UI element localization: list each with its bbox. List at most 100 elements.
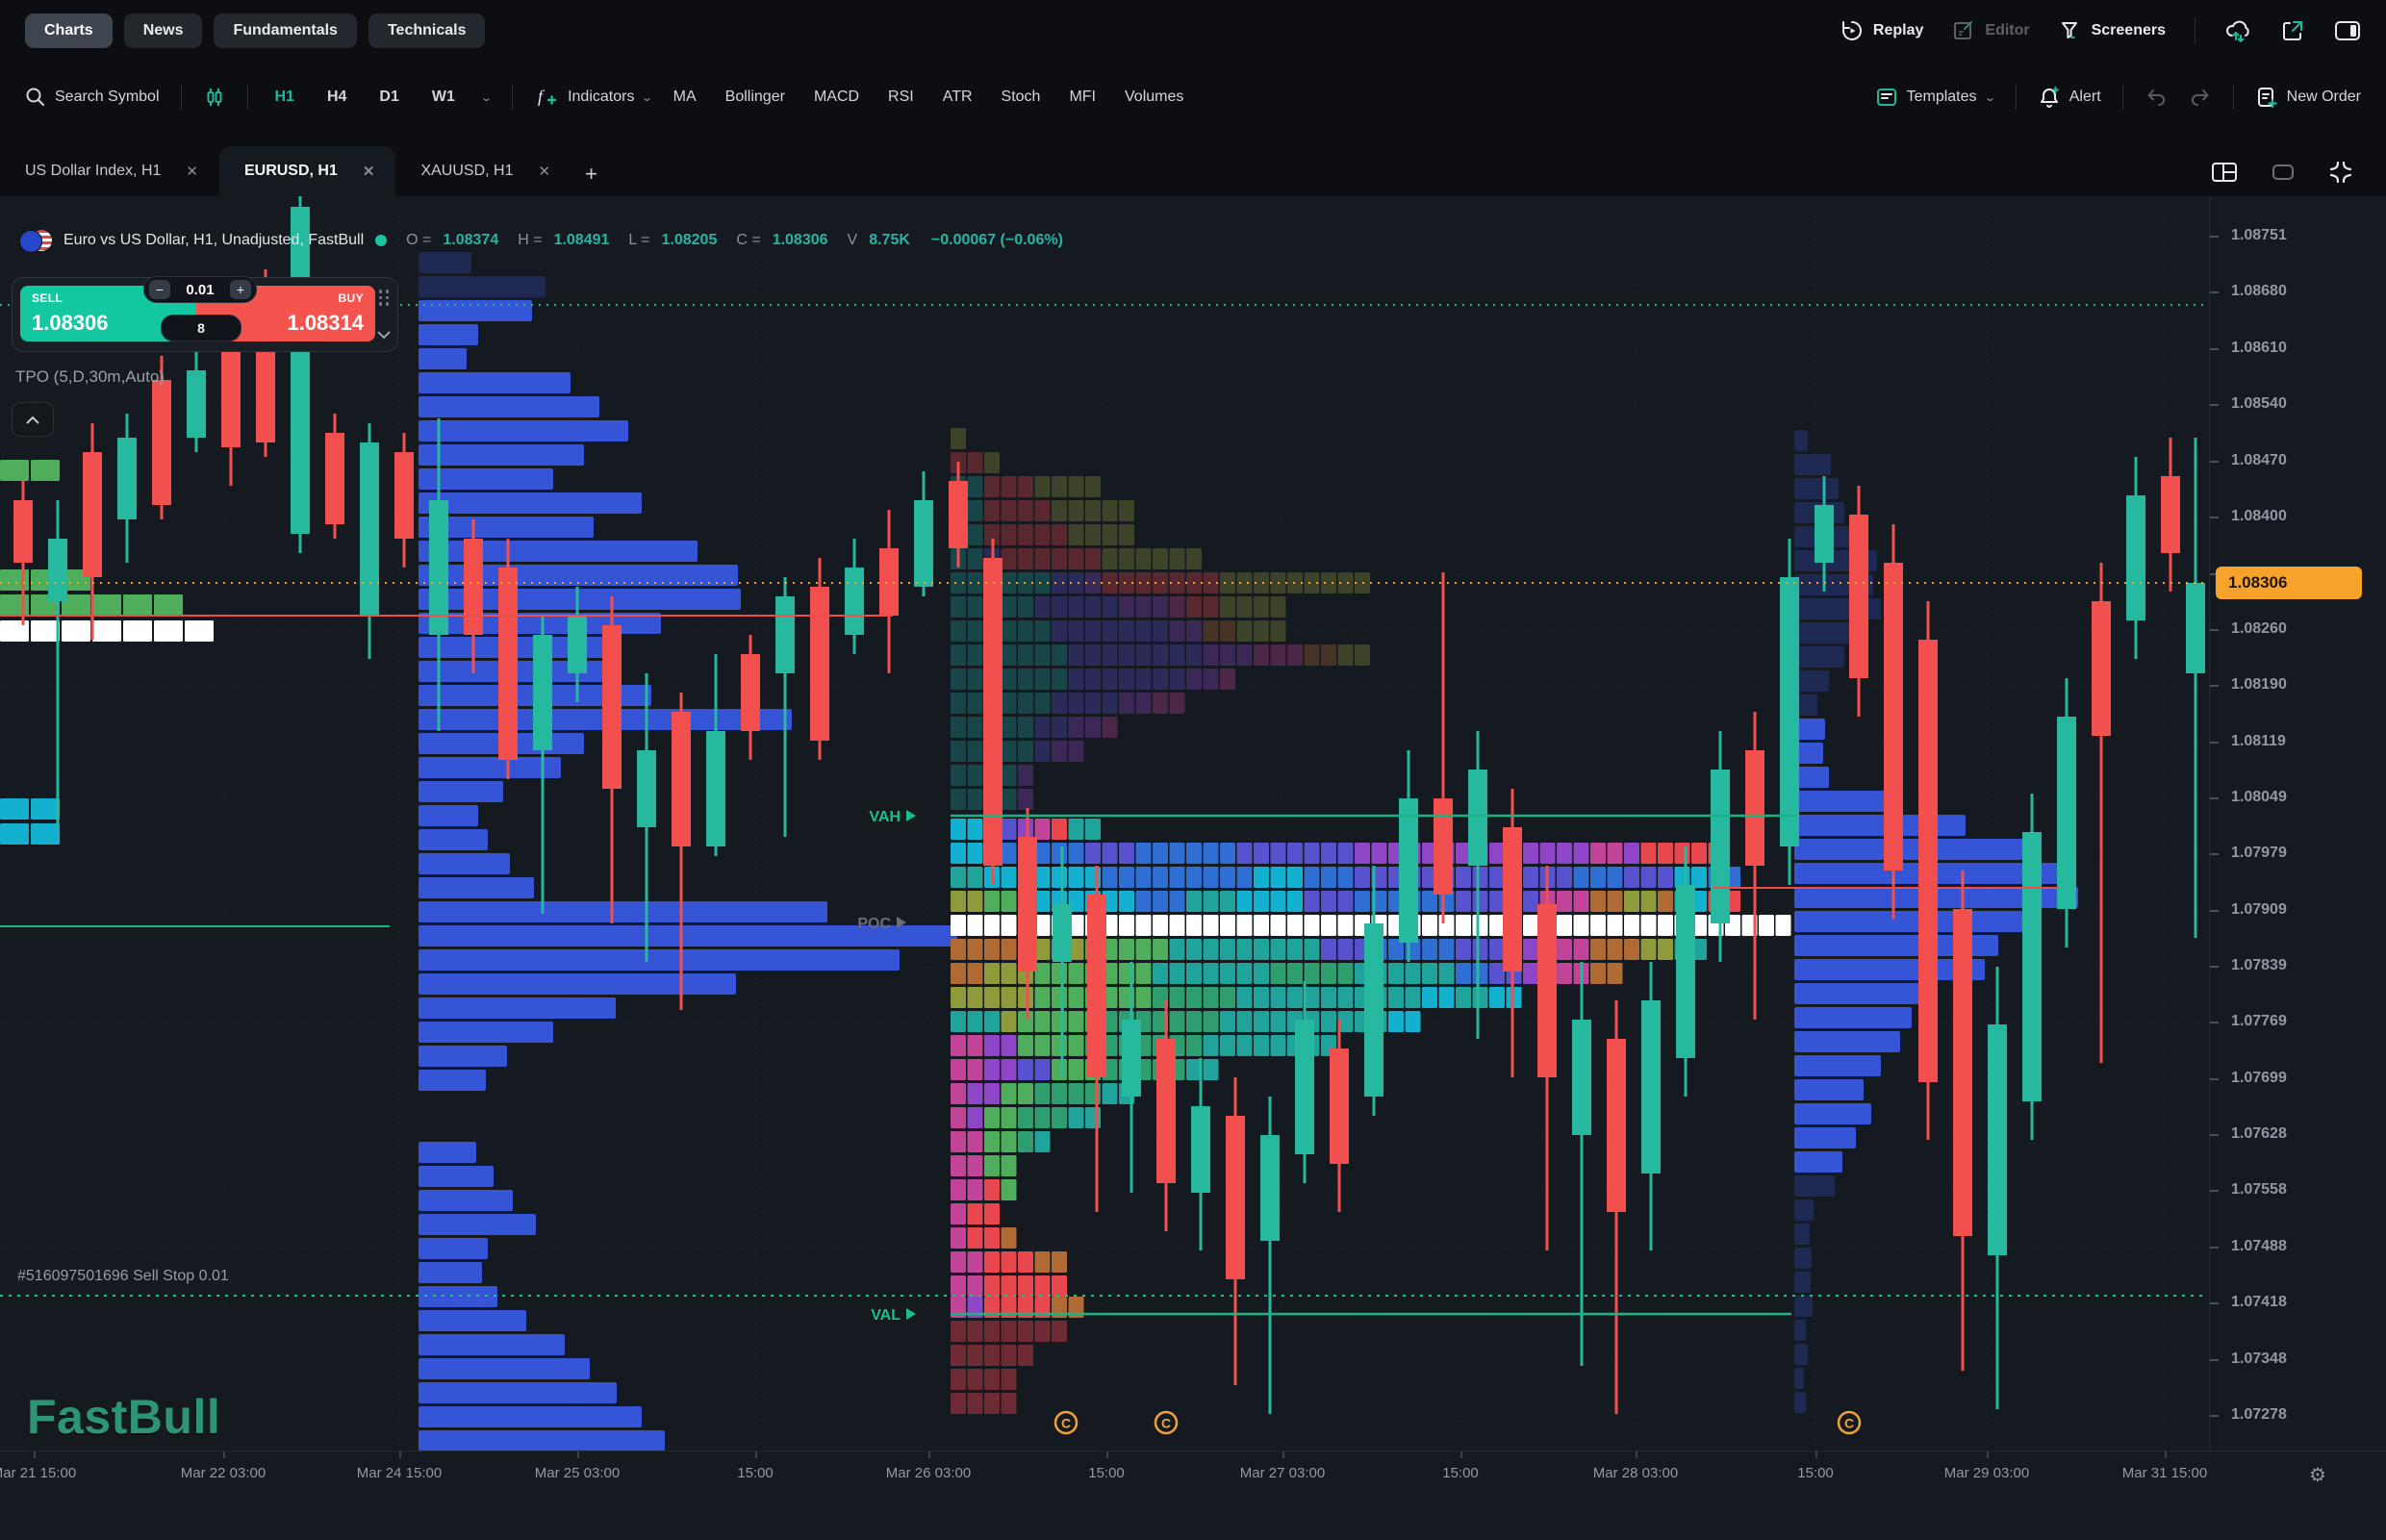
new-order-button[interactable]: New Order bbox=[2255, 86, 2361, 109]
legend-volume-label: V bbox=[847, 232, 858, 248]
time-axis-settings-gear-icon[interactable]: ⚙ bbox=[2309, 1465, 2326, 1486]
buy-label: BUY bbox=[338, 291, 364, 305]
cloud-sync-button[interactable] bbox=[2224, 18, 2251, 43]
editor-button[interactable]: Editor bbox=[1952, 19, 2030, 42]
nav-tab-technicals[interactable]: Technicals bbox=[368, 13, 486, 48]
legend-title[interactable]: Euro vs US Dollar, H1, Unadjusted, FastB… bbox=[63, 232, 365, 248]
tpo-markers-layer: VAH POC VAL bbox=[857, 809, 916, 1324]
time-axis-tick bbox=[577, 1452, 579, 1458]
time-axis-tick bbox=[1987, 1452, 1989, 1458]
price-axis-tick bbox=[2210, 1190, 2219, 1192]
chart-type-button[interactable] bbox=[203, 86, 226, 109]
quick-indicator-stoch[interactable]: Stoch bbox=[1001, 88, 1041, 105]
price-axis-label: 1.07558 bbox=[2231, 1181, 2287, 1198]
price-axis-label: 1.08610 bbox=[2231, 340, 2287, 356]
chart-tab-xauusd[interactable]: XAUUSD, H1 ✕ bbox=[420, 163, 551, 180]
candlestick-icon bbox=[207, 88, 221, 106]
share-button[interactable] bbox=[2280, 18, 2305, 43]
nav-tab-fundamentals[interactable]: Fundamentals bbox=[214, 13, 357, 48]
maximize-icon[interactable] bbox=[2271, 163, 2296, 182]
quick-indicator-rsi[interactable]: RSI bbox=[888, 88, 914, 105]
quantity-decrease-button[interactable]: − bbox=[149, 280, 170, 299]
symbol-search-button[interactable]: Search Symbol bbox=[25, 87, 160, 108]
chart-tab-eurusd[interactable]: EURUSD, H1 ✕ bbox=[218, 146, 396, 196]
quantity-value[interactable]: 0.01 bbox=[186, 281, 215, 298]
quick-indicator-volumes[interactable]: Volumes bbox=[1125, 88, 1184, 105]
svg-text:C: C bbox=[1061, 1416, 1071, 1431]
timeframe-w1[interactable]: W1 bbox=[431, 88, 455, 105]
panel-toggle-button[interactable] bbox=[2334, 19, 2361, 42]
cloud-sync-icon bbox=[2226, 20, 2249, 42]
alert-bell-icon bbox=[2040, 87, 2059, 108]
price-axis-tick bbox=[2210, 1247, 2219, 1249]
quick-indicator-macd[interactable]: MACD bbox=[813, 88, 860, 105]
screeners-button[interactable]: Screeners bbox=[2059, 19, 2166, 42]
indicators-button[interactable]: f Indicators ⌄ bbox=[534, 86, 654, 109]
alert-button[interactable]: Alert bbox=[2038, 86, 2101, 109]
quick-indicator-atr[interactable]: ATR bbox=[942, 88, 973, 105]
trade-widget-rail bbox=[374, 286, 393, 343]
copyright-icon bbox=[1053, 1410, 1079, 1435]
quantity-stepper: − 0.01 + bbox=[143, 276, 257, 303]
time-axis-label: Mar 29 03:00 bbox=[1943, 1465, 2030, 1481]
indicators-chevron-icon: ⌄ bbox=[641, 91, 654, 104]
timeframe-h4[interactable]: H4 bbox=[326, 88, 347, 105]
quick-indicator-bollinger[interactable]: Bollinger bbox=[724, 88, 785, 105]
close-tab-icon[interactable]: ✕ bbox=[186, 164, 198, 180]
share-export-icon bbox=[2283, 21, 2302, 40]
drag-handle-icon[interactable] bbox=[378, 290, 390, 306]
svg-text:f: f bbox=[538, 87, 546, 106]
templates-button[interactable]: Templates ⌄ bbox=[1875, 86, 1996, 109]
price-axis-label: 1.08680 bbox=[2231, 283, 2287, 299]
price-axis-tick bbox=[2210, 404, 2219, 406]
time-axis[interactable]: ⚙ Mar 21 15:00 Mar 22 03:00 Mar 24 15:00 Ma… bbox=[0, 1451, 2386, 1540]
close-tab-icon[interactable]: ✕ bbox=[538, 164, 551, 180]
timeframe-dropdown-chevron-icon[interactable]: ⌄ bbox=[480, 91, 493, 104]
redo-button[interactable] bbox=[2189, 87, 2212, 108]
tpo-marker-label: VAL bbox=[871, 1307, 901, 1324]
tpo-marker-label: VAH bbox=[869, 809, 901, 825]
templates-chevron-icon: ⌄ bbox=[1983, 91, 1996, 104]
time-axis-tick bbox=[1460, 1452, 1462, 1458]
collapse-arrows-icon[interactable] bbox=[2328, 160, 2353, 185]
time-axis-tick bbox=[1106, 1452, 1108, 1458]
timeframe-h1[interactable]: H1 bbox=[274, 88, 294, 105]
price-axis-tick bbox=[2210, 797, 2219, 799]
timeframe-d1[interactable]: D1 bbox=[379, 88, 399, 105]
chart-tab-us-dollar-index[interactable]: US Dollar Index, H1 ✕ bbox=[25, 163, 198, 180]
indicator-collapse-button[interactable] bbox=[12, 402, 54, 437]
time-axis-label: 15:00 bbox=[737, 1465, 774, 1481]
price-axis-tick bbox=[2210, 236, 2219, 238]
quick-indicator-mfi[interactable]: MFI bbox=[1069, 88, 1096, 105]
price-axis-label: 1.08190 bbox=[2231, 676, 2287, 693]
main-nav: Charts News Fundamentals Technicals bbox=[25, 13, 486, 48]
templates-icon bbox=[1876, 88, 1896, 106]
price-axis-label: 1.07348 bbox=[2231, 1351, 2287, 1367]
close-tab-icon[interactable]: ✕ bbox=[362, 164, 375, 180]
price-axis-label: 1.07909 bbox=[2231, 901, 2287, 918]
price-axis-tick bbox=[2210, 1022, 2219, 1023]
editor-icon bbox=[1954, 21, 1973, 39]
undo-button[interactable] bbox=[2145, 87, 2168, 108]
layout-grid-icon[interactable] bbox=[2211, 161, 2238, 184]
price-axis[interactable]: 1.08751 1.08680 1.08610 1.08540 1.08470 1.084… bbox=[2209, 196, 2386, 1451]
quick-indicator-ma[interactable]: MA bbox=[673, 88, 697, 105]
time-axis-tick bbox=[755, 1452, 757, 1458]
toolbar-separator bbox=[2232, 85, 2234, 110]
chevron-down-icon[interactable] bbox=[377, 331, 391, 340]
header-separator bbox=[2195, 18, 2196, 43]
order-line-label[interactable]: #516097501696 Sell Stop 0.01 bbox=[17, 1268, 229, 1284]
replay-button[interactable]: Replay bbox=[1840, 19, 1923, 42]
nav-tab-news[interactable]: News bbox=[123, 13, 203, 48]
price-axis-tick bbox=[2210, 685, 2219, 687]
add-tab-button[interactable]: + bbox=[585, 162, 597, 186]
nav-tab-charts[interactable]: Charts bbox=[25, 13, 113, 48]
price-axis-label: 1.07488 bbox=[2231, 1238, 2287, 1254]
indicator-label[interactable]: TPO (5,D,30m,Auto) bbox=[15, 367, 165, 386]
chart-tab-bar: US Dollar Index, H1 ✕ EURUSD, H1 ✕ XAUUSD,… bbox=[0, 133, 2386, 196]
undo-icon bbox=[2147, 89, 2165, 106]
quantity-increase-button[interactable]: + bbox=[229, 280, 251, 299]
